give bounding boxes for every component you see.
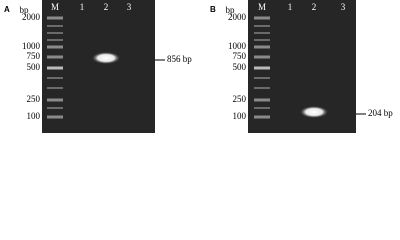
ladder-label: 1000 — [228, 41, 247, 51]
panel-label: B — [210, 5, 216, 14]
panel-label: A — [4, 5, 10, 14]
ladder-band — [254, 107, 270, 109]
ladder-band — [254, 32, 270, 34]
annotation: 856 bp — [167, 54, 192, 64]
pcr-band — [92, 52, 120, 64]
ladder-label: 100 — [27, 111, 41, 121]
ladder-band — [254, 98, 270, 102]
ladder-label: 250 — [27, 94, 41, 104]
pcr-band — [300, 106, 328, 118]
ladder-band — [47, 32, 63, 34]
ladder-label: 2000 — [22, 12, 41, 22]
ladder-band — [254, 115, 270, 119]
unit-label: bp — [226, 5, 236, 15]
ladder-label: 500 — [27, 62, 41, 72]
ladder-band — [47, 115, 63, 119]
ladder-label: 100 — [233, 111, 247, 121]
ladder-band — [47, 107, 63, 109]
ladder-band — [254, 25, 270, 27]
ladder-band — [47, 55, 63, 59]
ladder-band — [254, 55, 270, 59]
ladder-label: 500 — [233, 62, 247, 72]
ladder-band — [254, 16, 270, 20]
ladder-band — [47, 77, 63, 79]
ladder-band — [254, 45, 270, 49]
ladder-band — [47, 16, 63, 20]
lane-label: 3 — [127, 2, 132, 12]
lane-label: 3 — [341, 2, 346, 12]
ladder-band — [254, 66, 270, 70]
ladder-band — [254, 87, 270, 89]
annotation: 204 bp — [368, 108, 393, 118]
lane-label: M — [51, 2, 59, 12]
lane-label: 2 — [312, 2, 317, 12]
ladder-band — [47, 25, 63, 27]
ladder-band — [47, 39, 63, 41]
ladder-label: 750 — [27, 51, 41, 61]
ladder-label: 250 — [233, 94, 247, 104]
ladder-band — [47, 45, 63, 49]
lane-label: 2 — [104, 2, 109, 12]
ladder-label: 2000 — [228, 12, 247, 22]
ladder-label: 750 — [233, 51, 247, 61]
lane-label: 1 — [288, 2, 293, 12]
ladder-band — [47, 66, 63, 70]
lane-label: 1 — [80, 2, 85, 12]
ladder-label: 1000 — [22, 41, 41, 51]
lane-label: M — [258, 2, 266, 12]
ladder-band — [254, 77, 270, 79]
ladder-band — [47, 87, 63, 89]
ladder-band — [47, 98, 63, 102]
unit-label: bp — [20, 5, 30, 15]
ladder-band — [254, 39, 270, 41]
